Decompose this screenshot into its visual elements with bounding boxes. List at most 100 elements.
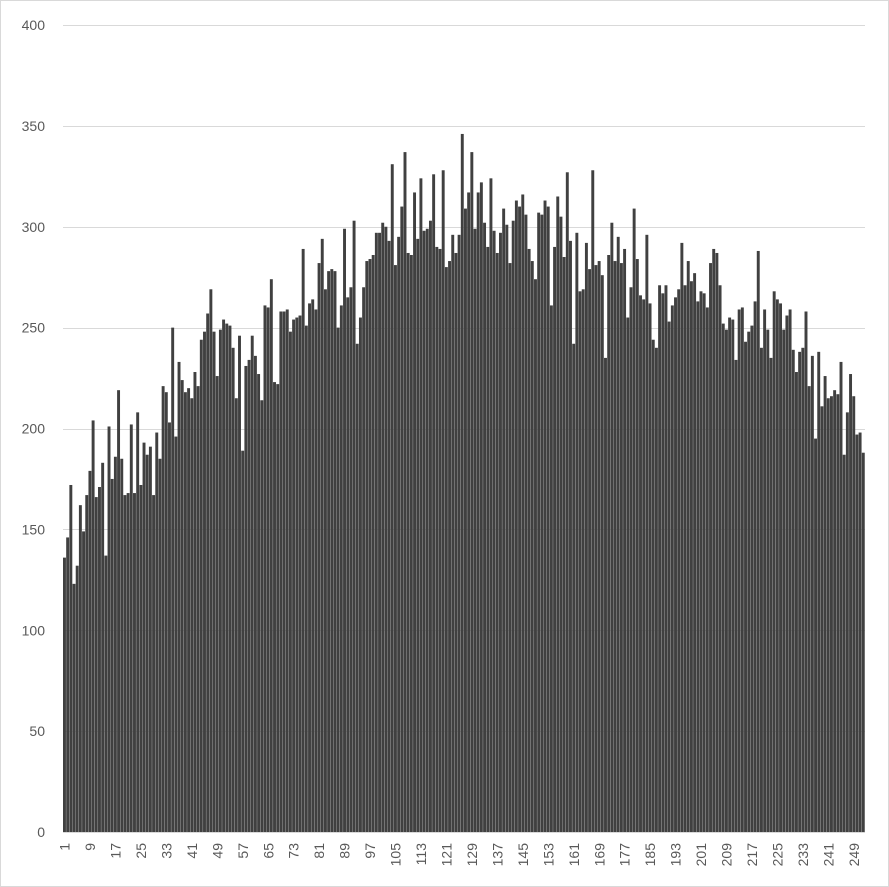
bar bbox=[422, 230, 426, 832]
bar bbox=[82, 531, 86, 832]
bar bbox=[231, 347, 235, 832]
bar bbox=[645, 234, 649, 832]
bar bbox=[454, 252, 458, 833]
bar bbox=[759, 347, 763, 832]
bar bbox=[718, 285, 722, 832]
bar bbox=[740, 307, 744, 832]
bar bbox=[728, 317, 732, 832]
x-tick-label: 129 bbox=[464, 843, 480, 867]
bar bbox=[247, 359, 251, 832]
bar bbox=[139, 484, 143, 832]
bar bbox=[263, 305, 267, 832]
bar bbox=[753, 301, 757, 832]
bar bbox=[365, 261, 369, 832]
bar bbox=[524, 214, 528, 832]
bar bbox=[177, 361, 181, 832]
bar bbox=[772, 291, 776, 832]
bar bbox=[292, 319, 296, 832]
bar bbox=[696, 301, 700, 832]
y-tick-label: 400 bbox=[22, 17, 46, 33]
bar bbox=[393, 265, 397, 833]
bar bbox=[648, 303, 652, 832]
bar bbox=[572, 343, 576, 832]
bar bbox=[664, 285, 668, 832]
x-tick-label: 225 bbox=[769, 843, 785, 867]
bar bbox=[724, 329, 728, 832]
y-tick-label: 100 bbox=[22, 622, 46, 638]
bar bbox=[820, 406, 824, 832]
bar bbox=[187, 388, 191, 832]
bar bbox=[145, 454, 149, 832]
bar bbox=[839, 361, 843, 832]
bar bbox=[731, 319, 735, 832]
bar bbox=[549, 305, 553, 832]
bar bbox=[352, 220, 356, 832]
x-tick-label: 209 bbox=[719, 843, 735, 867]
x-tick-label: 201 bbox=[693, 843, 709, 867]
bar bbox=[702, 293, 706, 833]
bar bbox=[339, 305, 343, 832]
bar bbox=[635, 259, 639, 832]
bar bbox=[171, 327, 175, 833]
x-tick-label: 49 bbox=[209, 843, 225, 859]
bar bbox=[244, 365, 248, 832]
bar bbox=[136, 412, 140, 832]
y-axis-labels: 0 50 100 150 200 250 300 350 400 bbox=[22, 17, 46, 840]
x-tick-label: 113 bbox=[413, 843, 429, 866]
bar bbox=[269, 279, 273, 832]
y-tick-label: 350 bbox=[22, 118, 46, 134]
bar bbox=[343, 228, 346, 832]
bar bbox=[476, 192, 480, 832]
bar bbox=[133, 493, 136, 832]
bar bbox=[113, 456, 117, 832]
x-tick-label: 161 bbox=[566, 843, 582, 867]
bar bbox=[448, 261, 452, 832]
x-tick-label: 33 bbox=[158, 843, 174, 859]
bar bbox=[756, 250, 760, 832]
bar bbox=[403, 152, 407, 833]
bar bbox=[314, 309, 318, 833]
bar bbox=[193, 372, 197, 832]
bar bbox=[266, 307, 270, 832]
bar bbox=[358, 317, 362, 832]
bar bbox=[190, 398, 194, 832]
x-tick-label: 73 bbox=[286, 843, 302, 859]
bar bbox=[600, 275, 604, 832]
bar bbox=[511, 220, 515, 832]
bar bbox=[304, 325, 308, 832]
bar bbox=[91, 420, 95, 832]
bar bbox=[470, 152, 474, 833]
bar bbox=[642, 299, 646, 832]
bar bbox=[709, 263, 712, 832]
bar bbox=[584, 242, 588, 832]
x-tick-label: 233 bbox=[795, 843, 811, 867]
bar bbox=[534, 279, 537, 832]
bar bbox=[250, 335, 254, 832]
bar bbox=[362, 287, 366, 832]
bar bbox=[152, 495, 156, 832]
bar bbox=[241, 450, 245, 832]
bar bbox=[215, 376, 219, 832]
bar bbox=[129, 424, 133, 832]
bar bbox=[406, 252, 410, 833]
bar bbox=[460, 133, 464, 832]
bar bbox=[852, 396, 856, 832]
x-tick-label: 137 bbox=[489, 843, 505, 867]
bar bbox=[330, 269, 334, 832]
bar bbox=[591, 170, 595, 832]
x-tick-label: 9 bbox=[82, 843, 98, 851]
bar bbox=[101, 462, 105, 832]
bar bbox=[69, 484, 73, 832]
bar bbox=[833, 390, 837, 832]
bar bbox=[508, 263, 512, 832]
bar bbox=[661, 293, 665, 833]
bar bbox=[654, 347, 658, 832]
bar bbox=[836, 394, 840, 832]
x-tick-label: 169 bbox=[591, 843, 607, 867]
bar bbox=[228, 325, 232, 832]
bar bbox=[514, 200, 518, 832]
bar bbox=[279, 311, 283, 832]
x-tick-label: 145 bbox=[515, 843, 531, 867]
bar bbox=[257, 374, 261, 832]
bar bbox=[88, 470, 92, 832]
